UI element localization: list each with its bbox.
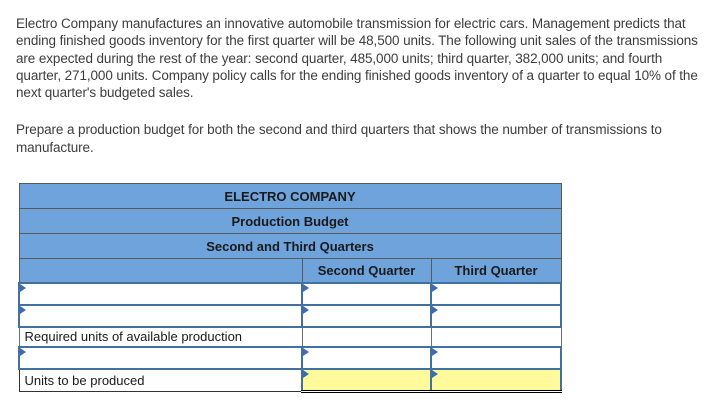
cell-prompt-icon (304, 370, 309, 378)
table-row-required-units: Required units of available production (18, 326, 562, 348)
row1-label-input-cell[interactable] (18, 281, 303, 306)
table-subtitle-row: Production Budget (18, 208, 562, 235)
required-units-third-quarter-cell (430, 326, 562, 348)
row4-third-quarter-input-cell[interactable] (429, 345, 563, 370)
row2-third-quarter-input-cell[interactable] (429, 303, 563, 328)
table-row-input-1 (18, 281, 563, 306)
row1-label-value (21, 293, 300, 295)
units-produced-second-quarter-value (304, 379, 429, 381)
table-row-input-2 (18, 303, 563, 328)
required-units-row-label: Required units of available production (18, 326, 303, 348)
cell-prompt-icon (21, 306, 26, 314)
units-produced-third-quarter-value (433, 379, 559, 381)
row1-third-quarter-input-cell[interactable] (429, 281, 563, 306)
row4-label-value (21, 357, 300, 359)
problem-statement: Electro Company manufactures an innovati… (0, 0, 715, 156)
cell-prompt-icon (433, 348, 438, 356)
row1-third-quarter-value (433, 293, 559, 295)
column-header-blank (18, 258, 303, 284)
table-title-row: ELECTRO COMPANY (18, 183, 562, 210)
cell-prompt-icon (433, 306, 438, 314)
row2-second-quarter-value (304, 315, 429, 317)
column-header-row: Second Quarter Third Quarter (18, 258, 562, 284)
row4-second-quarter-input-cell[interactable] (301, 345, 432, 370)
units-produced-third-quarter-input-cell[interactable] (429, 367, 563, 394)
cell-prompt-icon (21, 348, 26, 356)
units-to-be-produced-row-label: Units to be produced (18, 368, 303, 393)
table-row-input-3 (18, 345, 563, 370)
company-name-title: ELECTRO COMPANY (18, 183, 562, 210)
required-units-second-quarter-cell (301, 326, 432, 348)
production-budget-table: ELECTRO COMPANY Production Budget Second… (18, 183, 563, 394)
cell-prompt-icon (304, 306, 309, 314)
row2-second-quarter-input-cell[interactable] (301, 303, 432, 328)
row4-second-quarter-value (304, 357, 429, 359)
table-period-row: Second and Third Quarters (18, 233, 562, 260)
cell-prompt-icon (304, 284, 309, 292)
period-title: Second and Third Quarters (18, 233, 562, 260)
budget-name-title: Production Budget (18, 208, 562, 235)
cell-prompt-icon (304, 348, 309, 356)
row4-label-input-cell[interactable] (18, 345, 303, 370)
units-produced-second-quarter-input-cell[interactable] (301, 367, 432, 394)
column-header-third-quarter: Third Quarter (430, 258, 562, 284)
table-row-units-to-be-produced: Units to be produced (18, 367, 563, 394)
cell-prompt-icon (433, 284, 438, 292)
row1-second-quarter-value (304, 293, 429, 295)
row1-second-quarter-input-cell[interactable] (301, 281, 432, 306)
row2-label-input-cell[interactable] (18, 303, 303, 328)
row2-label-value (21, 315, 300, 317)
page: Electro Company manufactures an innovati… (0, 0, 715, 394)
cell-prompt-icon (21, 284, 26, 292)
problem-paragraph-2: Prepare a production budget for both the… (16, 122, 662, 155)
row2-third-quarter-value (433, 315, 559, 317)
column-header-second-quarter: Second Quarter (301, 258, 432, 284)
problem-paragraph-1: Electro Company manufactures an innovati… (16, 16, 698, 101)
cell-prompt-icon (433, 370, 438, 378)
row4-third-quarter-value (433, 357, 559, 359)
